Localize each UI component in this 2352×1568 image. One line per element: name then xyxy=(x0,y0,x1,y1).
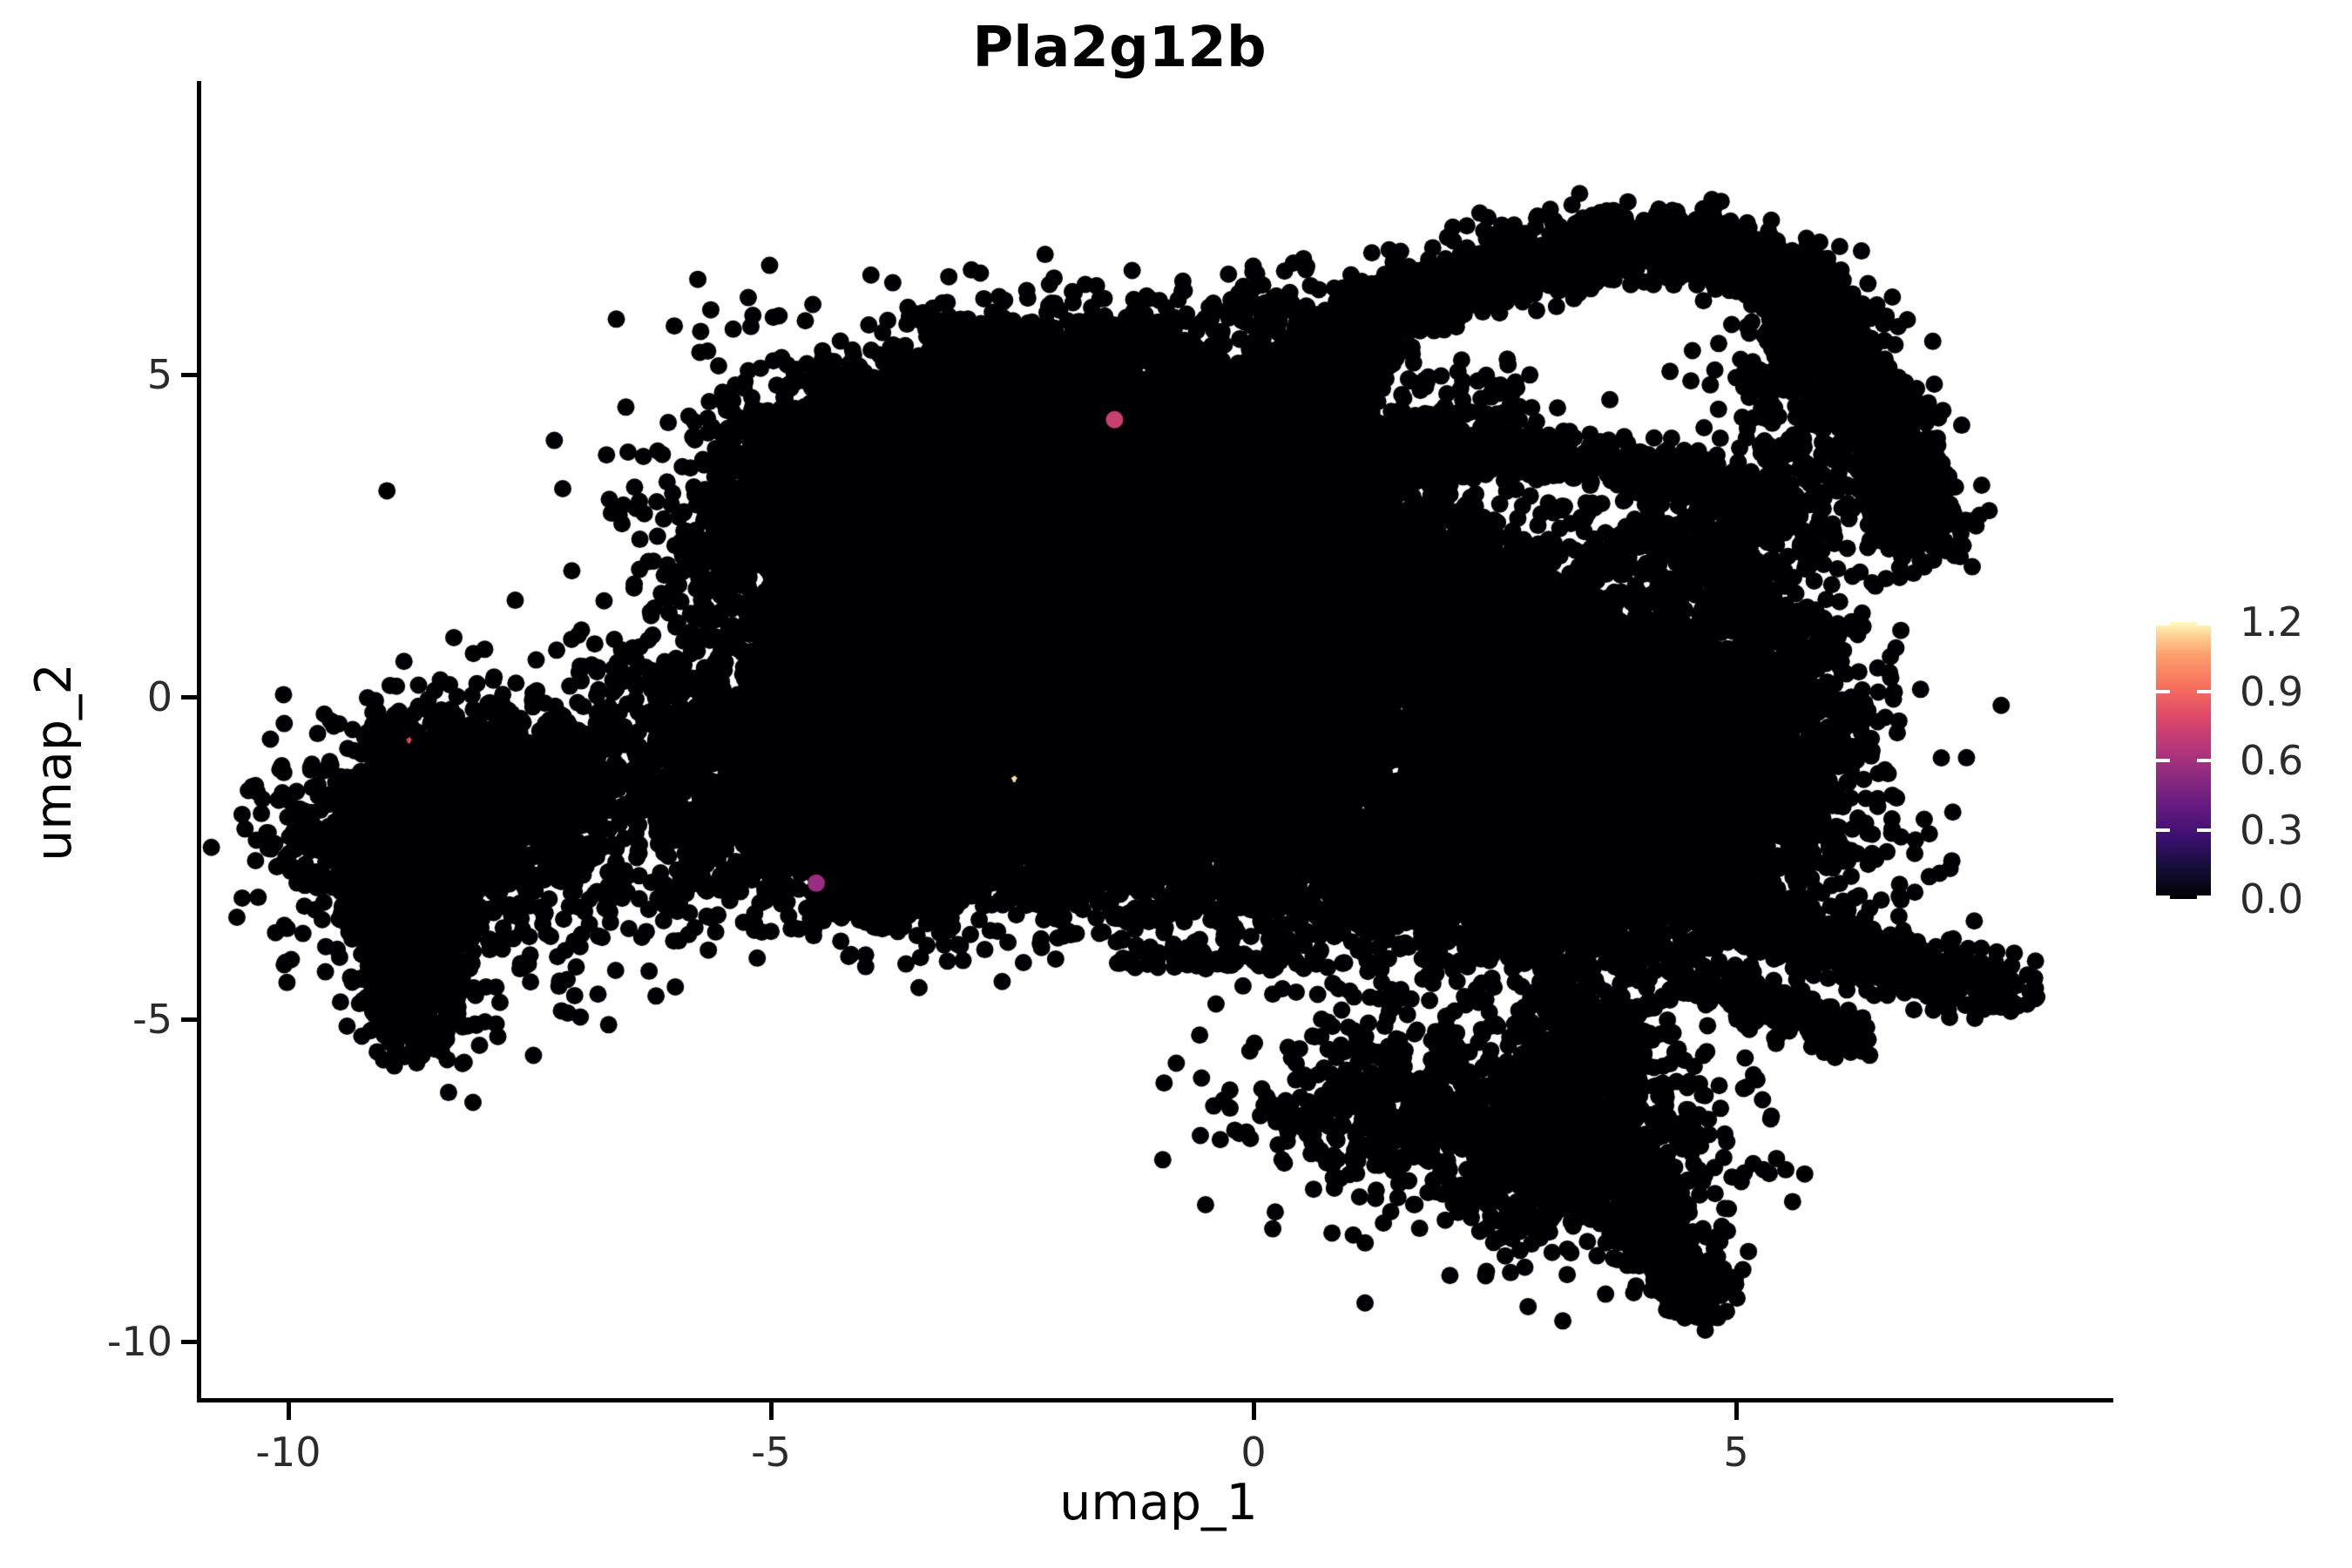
colorbar-tick xyxy=(2197,828,2211,832)
y-tick-label: 5 xyxy=(146,351,172,398)
colorbar-tick xyxy=(2197,896,2211,899)
colorbar-tick xyxy=(2156,759,2170,762)
x-tick xyxy=(286,1402,291,1420)
x-axis-label: umap_1 xyxy=(1059,1474,1258,1531)
y-tick xyxy=(181,372,199,377)
colorbar-tick-label: 1.2 xyxy=(2240,598,2304,645)
y-tick xyxy=(181,1017,199,1022)
x-tick-label: 5 xyxy=(1723,1429,1749,1476)
x-tick-label: -10 xyxy=(255,1429,321,1476)
y-tick-label: -10 xyxy=(106,1318,172,1365)
y-axis-label: umap_2 xyxy=(25,663,83,862)
colorbar-tick xyxy=(2156,828,2170,832)
x-tick xyxy=(768,1402,774,1420)
colorbar-tick-label: 0.9 xyxy=(2240,667,2304,715)
y-tick-label: -5 xyxy=(132,996,172,1043)
y-tick-label: 0 xyxy=(146,673,172,720)
x-axis-line xyxy=(197,1398,2113,1402)
colorbar-tick-label: 0.0 xyxy=(2240,875,2304,923)
colorbar-tick-label: 0.6 xyxy=(2240,737,2304,784)
colorbar-tick xyxy=(2156,622,2170,625)
x-tick-label: 0 xyxy=(1240,1429,1267,1476)
colorbar-tick-label: 0.3 xyxy=(2240,806,2304,854)
x-tick xyxy=(1251,1402,1256,1420)
colorbar-tick xyxy=(2197,622,2211,625)
y-axis-line xyxy=(197,81,201,1402)
y-tick xyxy=(181,694,199,700)
colorbar-tick xyxy=(2156,689,2170,693)
x-tick-label: -5 xyxy=(751,1429,791,1476)
colorbar-tick xyxy=(2197,689,2211,693)
colorbar-tick xyxy=(2197,759,2211,762)
x-tick xyxy=(1734,1402,1739,1420)
colorbar-tick xyxy=(2156,896,2170,899)
y-tick xyxy=(181,1339,199,1344)
